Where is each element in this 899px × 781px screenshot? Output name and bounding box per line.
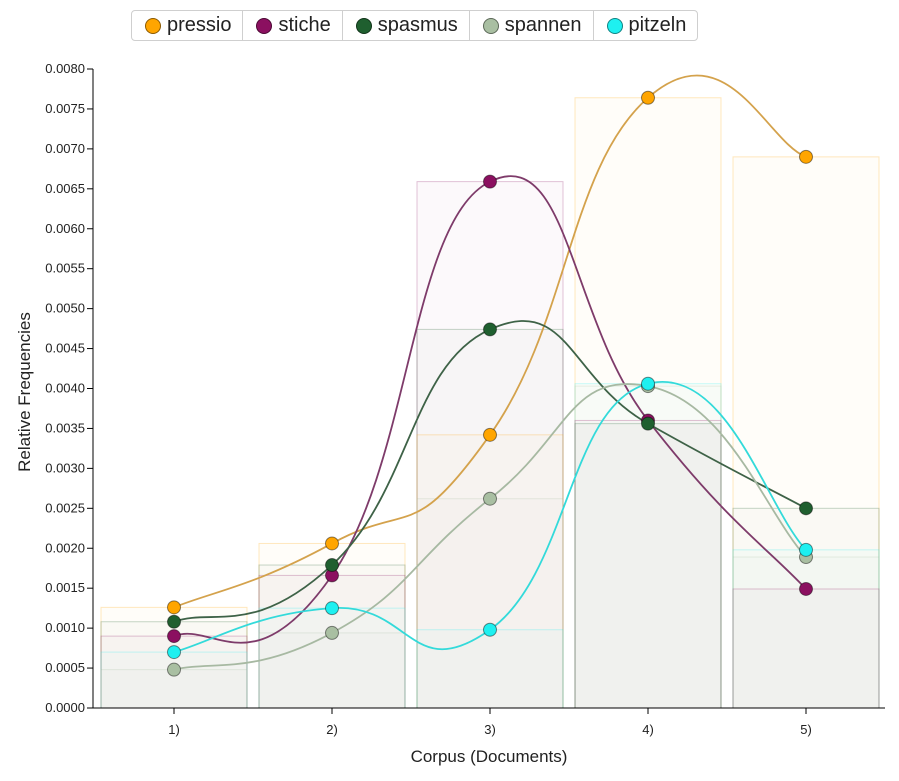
- legend-label: spannen: [504, 14, 582, 36]
- legend-item-pressio[interactable]: pressio: [132, 11, 244, 40]
- data-point-spannen-3[interactable]: [483, 491, 497, 506]
- legend-swatch: [145, 17, 161, 34]
- y-tick-label: 0.0045: [45, 341, 85, 356]
- legend-swatch: [355, 17, 372, 34]
- legend-label: spasmus: [377, 14, 458, 36]
- y-tick-label: 0.0050: [45, 301, 85, 316]
- y-tick-label: 0.0010: [45, 620, 85, 635]
- data-point-spasmus-4[interactable]: [641, 416, 655, 431]
- legend-swatch: [482, 17, 499, 34]
- bar-spannen-2: [258, 632, 406, 709]
- y-tick-label: 0.0070: [45, 141, 85, 156]
- series-line-pitzeln: [173, 380, 807, 653]
- y-tick-label: 0.0075: [45, 101, 85, 116]
- data-point-pitzeln-2[interactable]: [325, 601, 339, 616]
- y-tick-label: 0.0000: [45, 700, 85, 715]
- y-axis-title: Relative Frequencies: [15, 312, 34, 472]
- data-point-pitzeln-1[interactable]: [167, 645, 181, 660]
- data-point-spasmus-5[interactable]: [799, 501, 813, 516]
- legend-item-spannen[interactable]: spannen: [470, 11, 594, 40]
- y-tick-label: 0.0040: [45, 381, 85, 396]
- y-tick-label: 0.0035: [45, 420, 85, 435]
- data-point-stiche-5[interactable]: [799, 581, 813, 596]
- y-tick-label: 0.0080: [45, 61, 85, 76]
- data-point-pitzeln-5[interactable]: [799, 542, 813, 557]
- data-point-spasmus-2[interactable]: [325, 558, 339, 573]
- y-tick-label: 0.0005: [45, 660, 85, 675]
- y-tick-label: 0.0060: [45, 221, 85, 236]
- data-point-stiche-1[interactable]: [167, 629, 181, 644]
- x-tick-label: 5): [800, 722, 812, 737]
- data-point-spannen-1[interactable]: [167, 662, 181, 677]
- bar-pitzeln-3: [416, 629, 564, 709]
- data-point-spasmus-1[interactable]: [167, 614, 181, 629]
- legend-item-pitzeln[interactable]: pitzeln: [594, 11, 698, 40]
- legend-label: stiche: [278, 14, 331, 36]
- legend-swatch: [256, 17, 273, 34]
- y-tick-label: 0.0020: [45, 540, 85, 555]
- legend: pressio stiche spasmus spannen pitzeln: [131, 10, 699, 41]
- data-point-pressio-4[interactable]: [641, 90, 655, 105]
- y-tick-label: 0.0055: [45, 261, 85, 276]
- data-point-pressio-5[interactable]: [799, 149, 813, 164]
- data-point-pitzeln-4[interactable]: [641, 376, 655, 391]
- x-tick-label: 4): [642, 722, 654, 737]
- y-tick-label: 0.0025: [45, 500, 85, 515]
- data-point-spasmus-3[interactable]: [483, 322, 497, 337]
- series-points: [167, 90, 813, 677]
- legend-item-spasmus[interactable]: spasmus: [343, 11, 470, 40]
- x-tick-label: 2): [326, 722, 338, 737]
- y-tick-label: 0.0015: [45, 580, 85, 595]
- series-line-pressio: [173, 74, 807, 609]
- x-tick-label: 1): [168, 722, 180, 737]
- y-tick-label: 0.0030: [45, 460, 85, 475]
- data-point-pitzeln-3[interactable]: [483, 622, 497, 637]
- data-point-pressio-3[interactable]: [483, 427, 497, 442]
- x-axis-title: Corpus (Documents): [411, 747, 568, 766]
- axes: 0.0000 0.0005 0.0010 0.0015 0.0020 0.0025 0.00…: [45, 61, 885, 737]
- data-point-stiche-3[interactable]: [483, 174, 497, 189]
- bar-stiche-5: [732, 588, 880, 709]
- bar-spasmus-4: [574, 423, 722, 709]
- legend-item-stiche[interactable]: stiche: [243, 11, 343, 40]
- data-point-pressio-2[interactable]: [325, 536, 339, 551]
- y-tick-label: 0.0065: [45, 181, 85, 196]
- data-point-spannen-2[interactable]: [325, 625, 339, 640]
- x-tick-label: 3): [484, 722, 496, 737]
- legend-label: pitzeln: [628, 14, 687, 36]
- data-point-pressio-1[interactable]: [167, 600, 181, 615]
- legend-swatch: [606, 17, 623, 34]
- legend-label: pressio: [167, 14, 232, 36]
- series-line-spannen: [173, 383, 807, 671]
